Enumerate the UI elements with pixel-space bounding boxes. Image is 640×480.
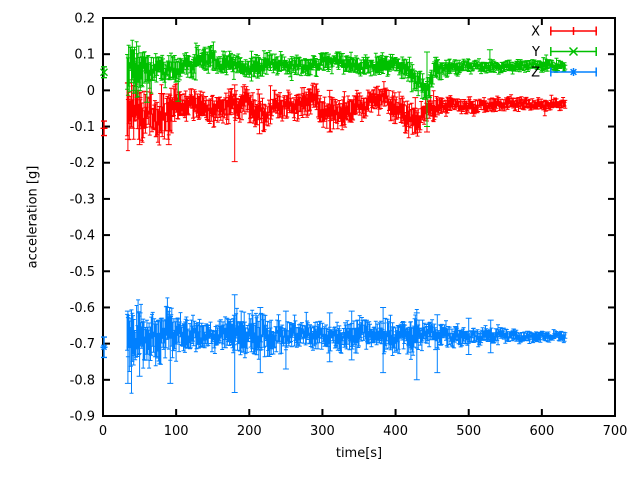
legend-sample-X — [550, 26, 597, 36]
y-tick-label: -0.1 — [70, 120, 95, 135]
y-tick-label: 0 — [87, 84, 95, 99]
x-tick-label: 100 — [164, 424, 189, 439]
y-tick-label: -0.3 — [70, 192, 95, 207]
x-axis-title: time[s] — [335, 446, 383, 461]
axis-ticks — [102, 17, 616, 417]
x-tick-label: 400 — [383, 424, 408, 439]
legend-sample-Z — [550, 67, 597, 77]
legend-label-X: X — [531, 25, 540, 40]
legend-label-Y: Y — [531, 45, 540, 60]
series-Y — [100, 39, 568, 127]
y-tick-label: -0.8 — [70, 373, 95, 388]
y-tick-label: -0.5 — [70, 265, 95, 280]
legend-label-Z: Z — [531, 66, 540, 81]
legend-entry-X: X — [531, 25, 597, 40]
legend-entry-Z: Z — [531, 66, 597, 81]
legend-sample-Y — [550, 46, 597, 57]
y-tick-label: -0.6 — [70, 301, 95, 316]
tick-labels: 0 100 200 300 400 500 600 700 0.2 0.1 0 -0.1 -0.2 -0.… — [70, 12, 628, 440]
series-Z — [100, 294, 568, 394]
series-Y-errorbar-caps — [125, 39, 568, 127]
x-tick-label: 300 — [310, 424, 335, 439]
legend: XYZ — [531, 25, 597, 81]
legend-entry-Y: Y — [531, 45, 597, 60]
y-tick-label: -0.2 — [70, 156, 95, 171]
y-tick-label: 0.1 — [74, 48, 95, 63]
series-Z-first-point — [100, 336, 108, 359]
y-tick-label: -0.9 — [70, 410, 95, 425]
series-X-first-point — [100, 120, 108, 137]
y-tick-label: -0.7 — [70, 337, 95, 352]
x-tick-label: 500 — [456, 424, 481, 439]
x-tick-label: 0 — [99, 424, 107, 439]
x-tick-label: 200 — [237, 424, 262, 439]
series-X — [100, 78, 568, 163]
y-tick-label: -0.4 — [70, 229, 95, 244]
plot-border — [102, 17, 616, 417]
y-axis-title: acceleration [g] — [25, 165, 41, 269]
x-tick-label: 700 — [603, 424, 628, 439]
series-Y-first-point — [100, 66, 108, 79]
y-tick-label: 0.2 — [74, 12, 95, 27]
x-tick-label: 600 — [529, 424, 554, 439]
series-Z-errorbar-caps — [124, 294, 568, 394]
